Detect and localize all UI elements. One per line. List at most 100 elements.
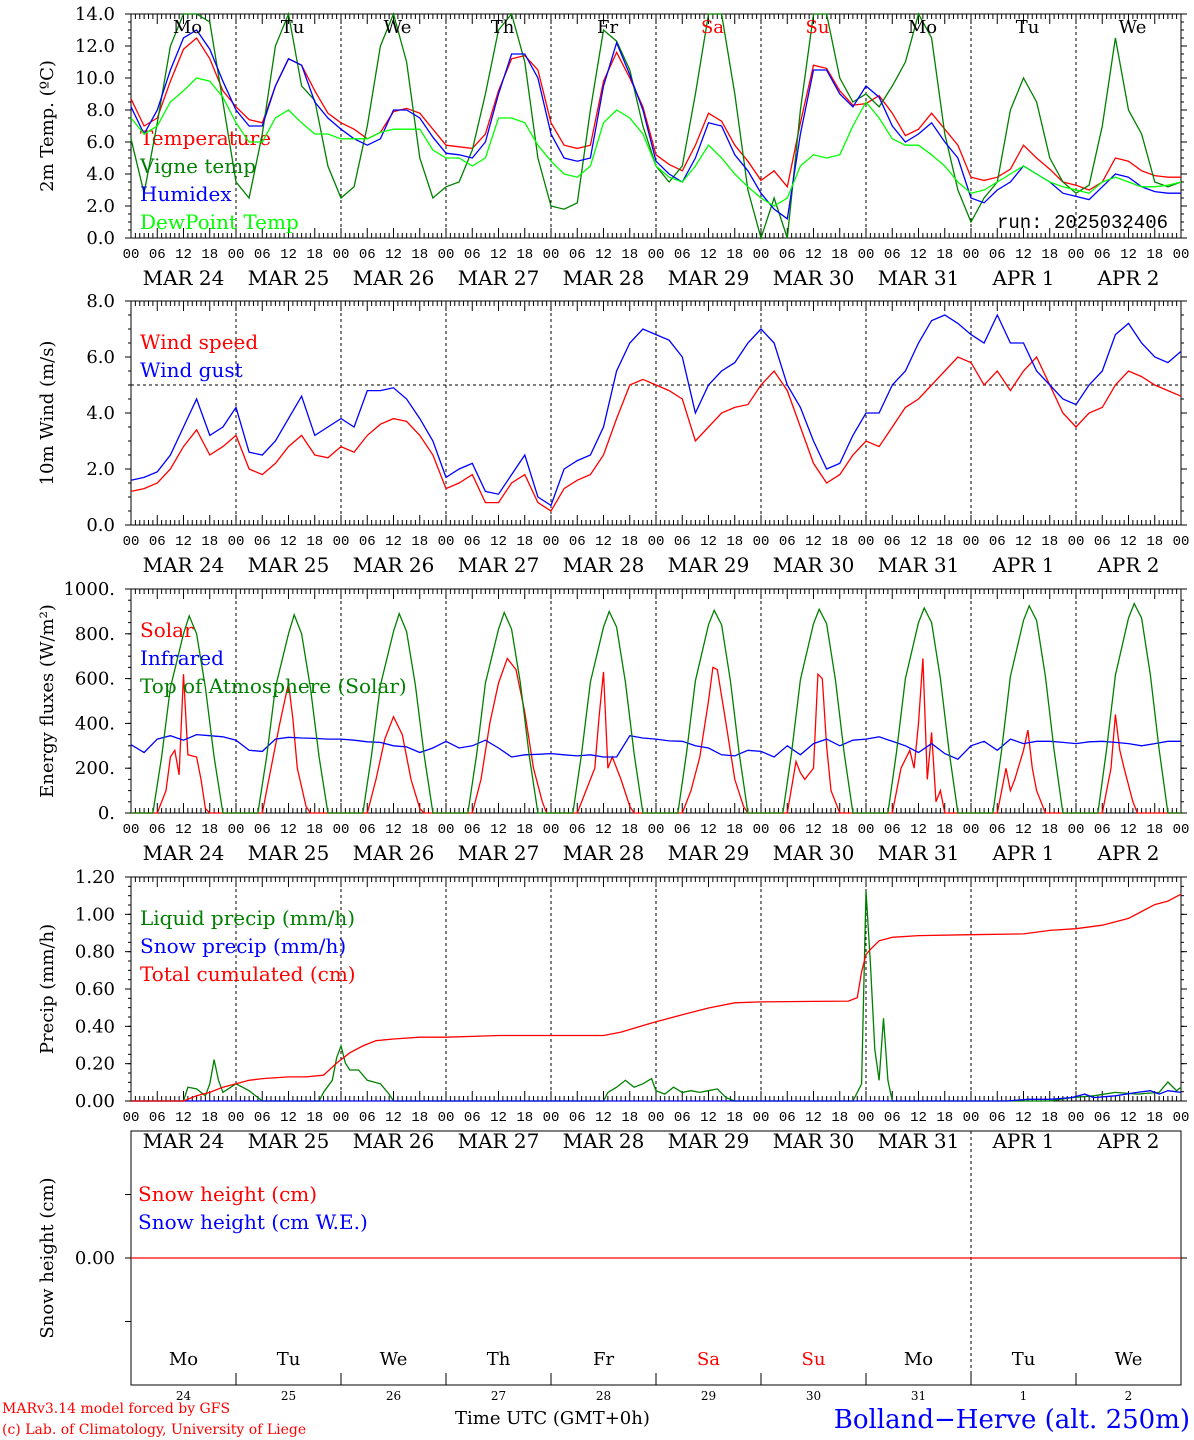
hour-label: 06: [149, 247, 166, 263]
hour-label: 12: [595, 822, 612, 838]
y-tick-label: 0.60: [75, 979, 115, 1000]
date-label: MAR 29: [668, 1129, 750, 1153]
hour-label: 12: [595, 534, 612, 550]
hour-label: 06: [1094, 534, 1111, 550]
hour-label: 00: [543, 1110, 560, 1126]
date-label: MAR 25: [248, 553, 330, 577]
dow-label: Mo: [169, 1349, 198, 1370]
date-label: MAR 25: [248, 266, 330, 290]
hour-label: 00: [438, 1110, 455, 1126]
day-number-label: 27: [491, 1389, 506, 1403]
y-tick-label: 0.20: [75, 1054, 115, 1075]
hour-label: 06: [1094, 822, 1111, 838]
hour-label: 18: [1041, 822, 1058, 838]
hour-label: 00: [228, 534, 245, 550]
hour-label: 12: [910, 247, 927, 263]
hour-label: 12: [595, 247, 612, 263]
hour-label: 06: [779, 534, 796, 550]
hour-label: 06: [569, 247, 586, 263]
day-number-label: 30: [806, 1389, 821, 1403]
date-label: MAR 25: [248, 1129, 330, 1153]
hour-label: 06: [674, 247, 691, 263]
dow-label: Mo: [904, 1349, 933, 1370]
date-label: MAR 27: [458, 266, 540, 290]
hour-label: 12: [1015, 822, 1032, 838]
hour-label: 18: [411, 822, 428, 838]
hour-label: 12: [385, 534, 402, 550]
hour-label: 06: [884, 247, 901, 263]
y-axis-label: 10m Wind (m/s): [37, 341, 58, 486]
hour-label: 06: [569, 534, 586, 550]
hour-label: 18: [621, 247, 638, 263]
hour-label: 06: [464, 1110, 481, 1126]
hour-label: 12: [175, 534, 192, 550]
dow-label: Fr: [593, 1349, 614, 1370]
panel-snow: 0.00 Snow height (cm) Snow height (cm) Snow…: [37, 1130, 1187, 1403]
date-label: MAR 29: [668, 841, 750, 865]
dow-label: We: [1119, 17, 1147, 38]
dow-label: Su: [802, 1349, 826, 1370]
legend-entry: Snow precip (mm/h): [140, 934, 346, 958]
y-tick-label: 4.0: [86, 164, 115, 185]
hour-label: 12: [1120, 1110, 1137, 1126]
hour-label: 18: [1146, 822, 1163, 838]
hour-label: 00: [648, 534, 665, 550]
date-label: MAR 29: [668, 266, 750, 290]
hour-label: 06: [1094, 247, 1111, 263]
hour-label: 06: [569, 1110, 586, 1126]
dow-label: Tu: [281, 17, 305, 38]
y-tick-label: 8.0: [86, 291, 115, 312]
hour-label: 18: [1041, 534, 1058, 550]
hour-label: 12: [700, 822, 717, 838]
hour-label: 00: [123, 534, 140, 550]
hour-label: 18: [936, 822, 953, 838]
hour-label: 18: [726, 822, 743, 838]
hour-label: 18: [201, 247, 218, 263]
series-line-dewpoint-temp: [130, 77, 1182, 207]
date-label: MAR 30: [773, 266, 855, 290]
y-tick-label: 10.0: [75, 68, 115, 89]
day-number-label: 26: [386, 1389, 401, 1403]
hour-label: 00: [438, 247, 455, 263]
date-label: MAR 24: [143, 1129, 225, 1153]
legend-entry: Wind speed: [140, 330, 258, 354]
hour-label: 00: [858, 534, 875, 550]
hour-label: 06: [464, 822, 481, 838]
dow-label: We: [380, 1349, 408, 1370]
date-label: MAR 28: [563, 1129, 645, 1153]
hour-label: 00: [1068, 822, 1085, 838]
date-label: APR 1: [991, 266, 1054, 290]
hour-label: 18: [726, 534, 743, 550]
y-tick-label: 2.0: [86, 459, 115, 480]
date-label: APR 1: [991, 841, 1054, 865]
hour-label: 00: [543, 534, 560, 550]
hour-label: 12: [1015, 247, 1032, 263]
series-line-snow-precip-mm-h-: [131, 1090, 1182, 1102]
date-label: MAR 28: [563, 266, 645, 290]
series-line-wind-gust: [130, 313, 1182, 507]
hour-label: 06: [989, 534, 1006, 550]
date-label: MAR 24: [143, 553, 225, 577]
hour-label: 12: [175, 247, 192, 263]
hour-label: 06: [674, 822, 691, 838]
hour-label: 12: [385, 1110, 402, 1126]
date-label: MAR 26: [353, 266, 435, 290]
legend-entry: Top of Atmosphere (Solar): [140, 674, 407, 698]
hour-label: 00: [438, 822, 455, 838]
dow-label: Fr: [597, 17, 618, 38]
y-tick-label: 600.: [75, 669, 115, 690]
hour-label: 00: [543, 822, 560, 838]
hour-label: 18: [1146, 534, 1163, 550]
hour-label: 00: [753, 1110, 770, 1126]
hour-label: 00: [963, 534, 980, 550]
dow-label: Th: [491, 17, 515, 38]
hour-label: 00: [1068, 247, 1085, 263]
dow-label: Mo: [908, 17, 937, 38]
hour-label: 06: [464, 247, 481, 263]
hour-label: 06: [254, 247, 271, 263]
dow-label: We: [384, 17, 412, 38]
hour-label: 06: [149, 534, 166, 550]
hour-label: 18: [936, 534, 953, 550]
hour-label: 12: [700, 1110, 717, 1126]
hour-label: 18: [621, 822, 638, 838]
